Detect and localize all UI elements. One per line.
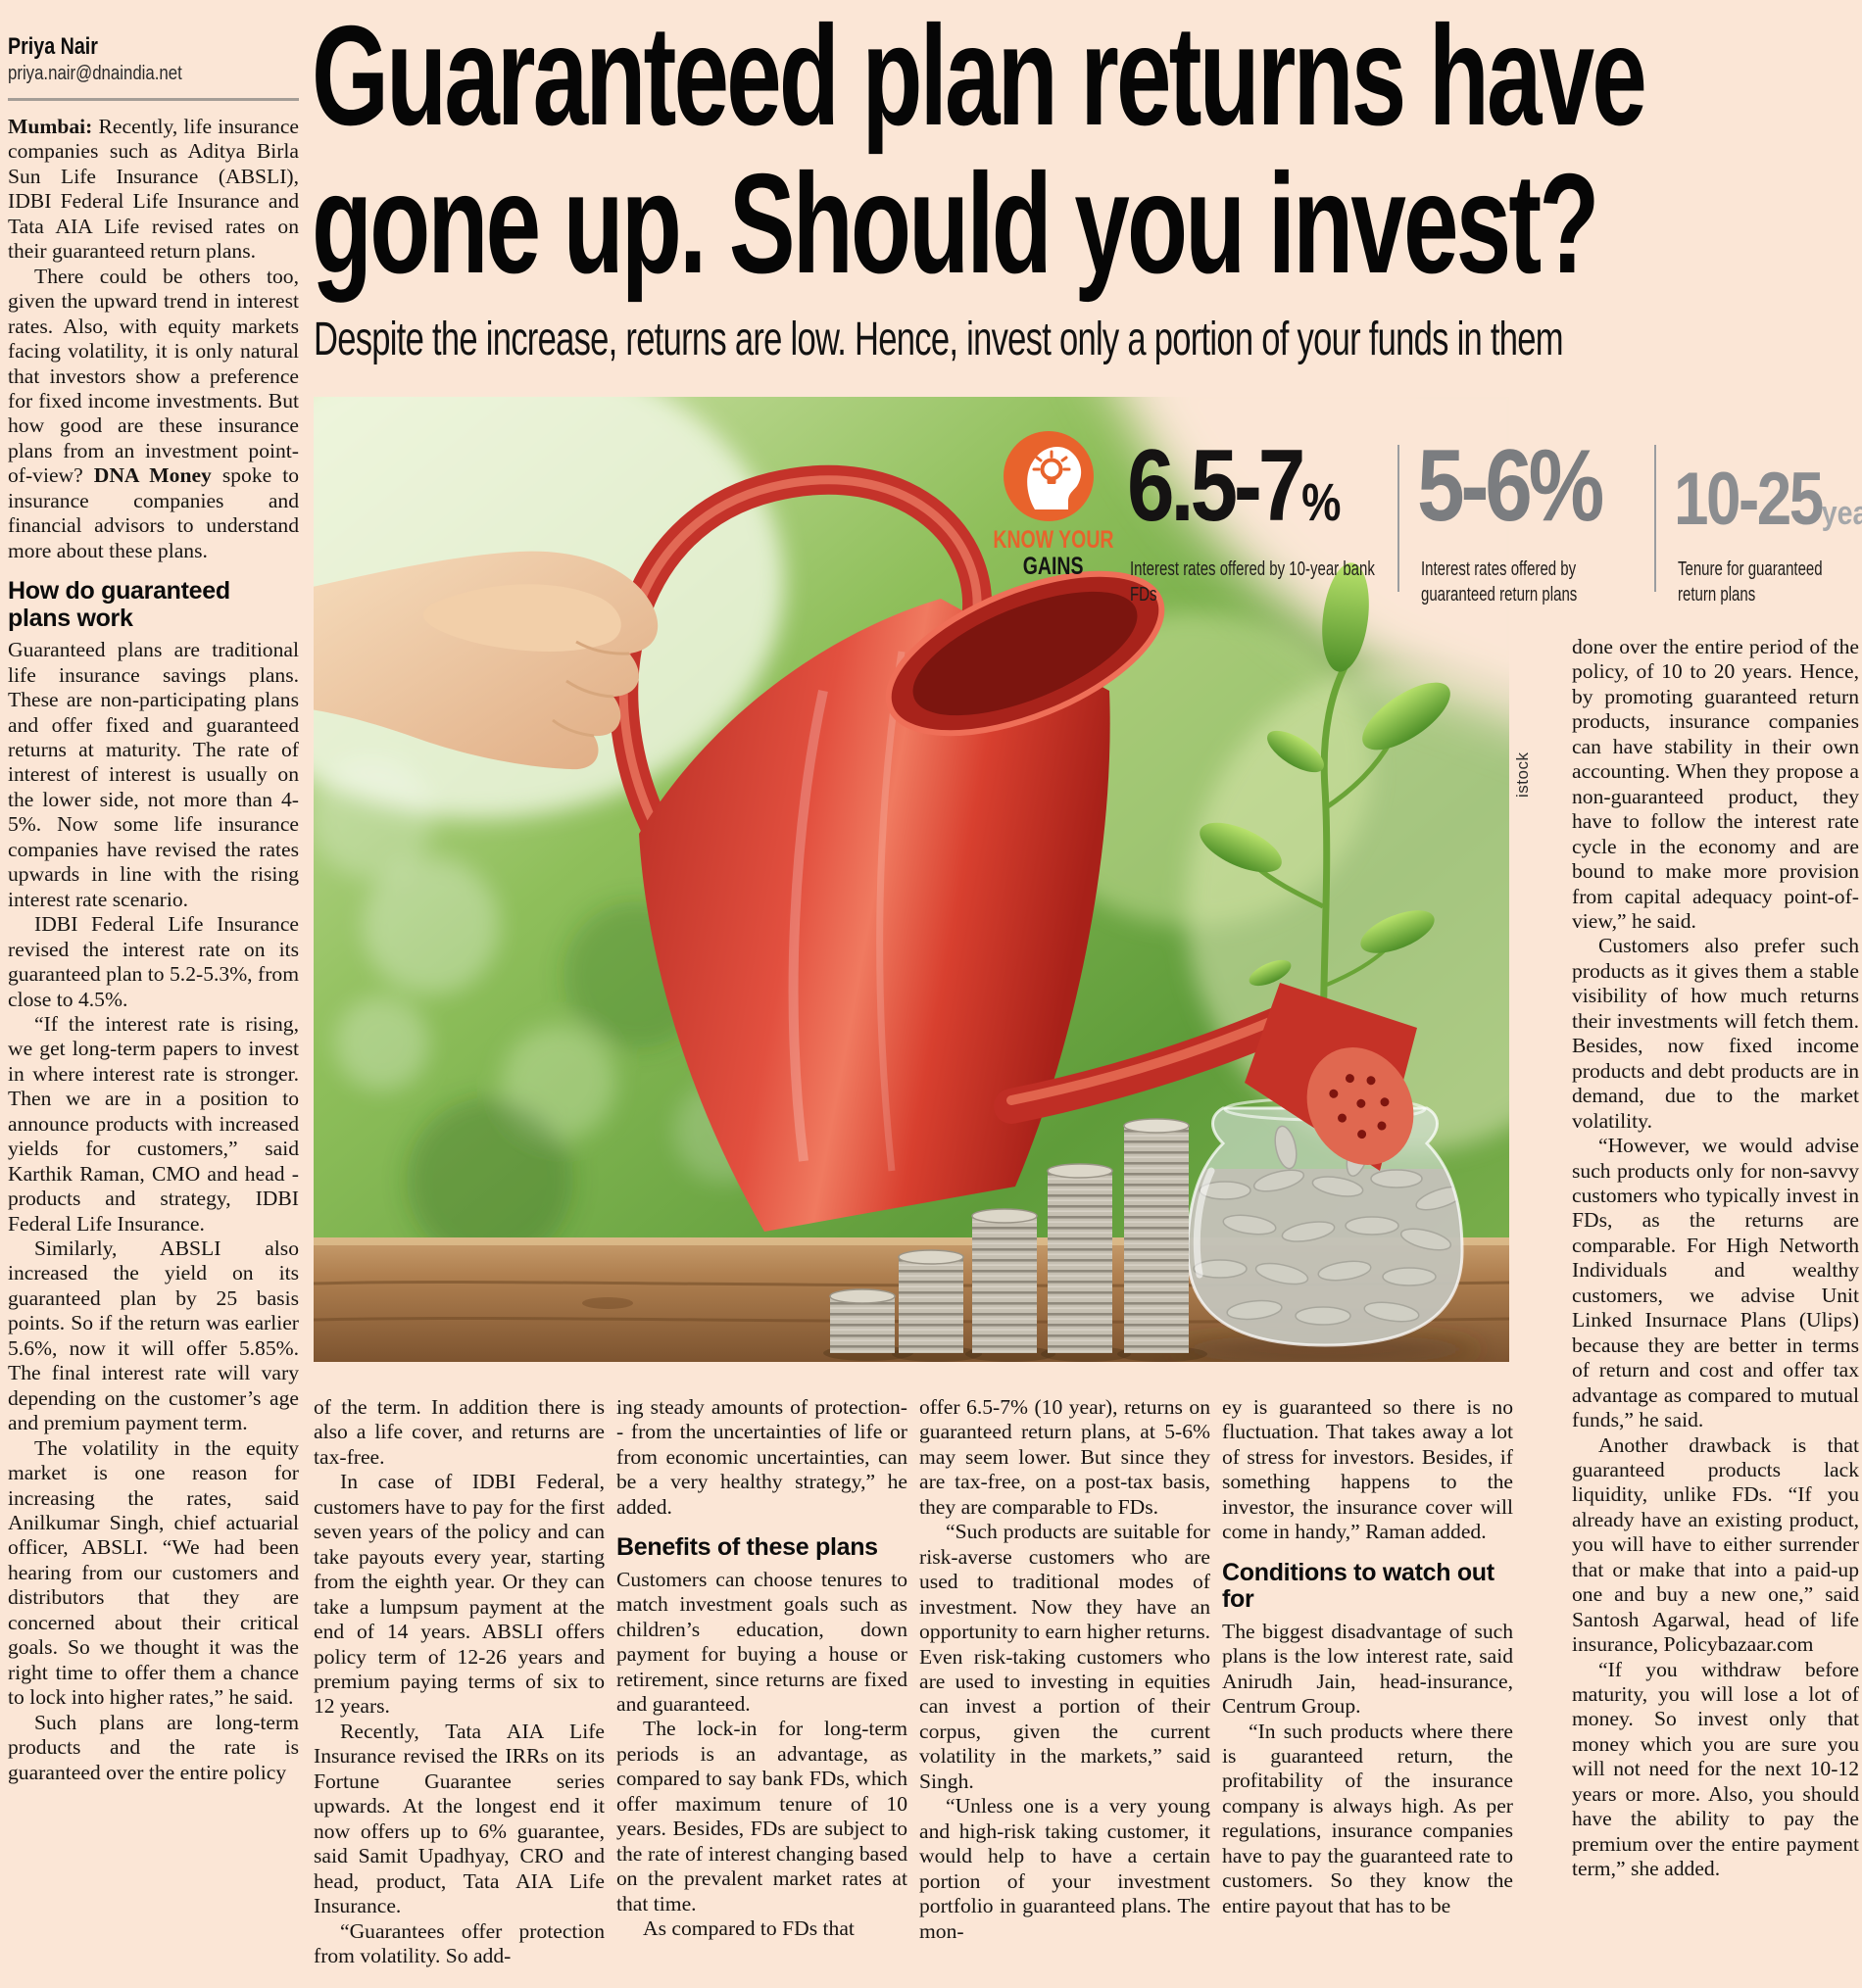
paragraph: “In such products where there is guarant… — [1222, 1719, 1513, 1917]
stat-bank-fd-rate: 6.5-7% — [1127, 429, 1341, 543]
paragraph: “If you withdraw before maturity, you wi… — [1572, 1657, 1859, 1881]
paragraph: Mumbai: Recently, life insurance compani… — [8, 115, 299, 264]
stat-bank-fd-caption: Interest rates offered by 10-year bank F… — [1130, 558, 1375, 606]
column-6: done over the entire period of the polic… — [1572, 635, 1859, 1988]
article-photo — [176, 338, 1637, 1364]
paragraph: ing steady amounts of protection-- from … — [616, 1395, 907, 1519]
paragraph: IDBI Federal Life Insurance revised the … — [8, 912, 299, 1011]
stat-divider — [1654, 445, 1656, 592]
section-heading-benefits: Benefits of these plans — [616, 1533, 878, 1562]
paragraph: of the term. In addition there is also a… — [314, 1395, 605, 1469]
dateline: Mumbai: — [8, 115, 93, 138]
paragraph: Similarly, ABSLI also increased the yiel… — [8, 1236, 299, 1435]
watering-can-coins-photo — [176, 338, 1637, 1364]
paragraph: ey is guaranteed so there is no fluctuat… — [1222, 1395, 1513, 1544]
stat-divider — [1397, 445, 1399, 592]
paragraph: “If the interest rate is rising, we get … — [8, 1011, 299, 1236]
paragraph: The volatility in the equity market is o… — [8, 1435, 299, 1710]
coin-jar — [1168, 1096, 1482, 1364]
watering-can — [639, 570, 1417, 1232]
byline-author: Priya Nair — [8, 33, 98, 60]
byline-divider — [8, 98, 299, 101]
byline: Priya Nair priya.nair@dnaindia.net — [8, 33, 299, 86]
know-your-label: KNOW YOUR — [993, 526, 1114, 554]
byline-email: priya.nair@dnaindia.net — [8, 62, 182, 84]
stat-tenure: 10-25years — [1674, 462, 1862, 551]
head-lightbulb-icon — [1004, 431, 1094, 521]
years-suffix: years — [1821, 495, 1862, 532]
column-4: offer 6.5-7% (10 year), returns on guara… — [919, 1395, 1210, 1988]
coin-stacks — [823, 1118, 1207, 1362]
paragraph: “Unless one is a very young and high-ris… — [919, 1794, 1210, 1943]
column-3: ing steady amounts of protection-- from … — [616, 1395, 907, 1988]
stat-guaranteed-plan-rate: 5-6% — [1417, 429, 1604, 543]
subheadline: Despite the increase, returns are low. H… — [314, 314, 1564, 365]
know-your-gains-band: KNOW YOUR GAINS 6.5-7% Interest rates of… — [990, 429, 1862, 615]
paragraph: As compared to FDs that — [643, 1916, 855, 1941]
column-1: Priya Nair priya.nair@dnaindia.net Mumba… — [8, 33, 299, 1988]
paragraph: Another drawback is that guaranteed prod… — [1572, 1432, 1859, 1657]
paragraph: The biggest disadvantage of such plans i… — [1222, 1619, 1513, 1719]
paragraph: In case of IDBI Federal, customers have … — [314, 1470, 605, 1719]
paragraph: Customers also prefer such products as i… — [1572, 934, 1859, 1133]
photo-credit: istock — [1513, 752, 1532, 798]
headline-line-2: gone up. Should you invest? — [312, 144, 1599, 303]
paragraph: Such plans are long-term products and th… — [8, 1710, 299, 1784]
paragraph: offer 6.5-7% (10 year), returns on guara… — [919, 1395, 1210, 1519]
paragraph: Guaranteed plans are traditional life in… — [8, 638, 299, 911]
plant-sprout — [1200, 562, 1450, 1113]
section-heading-how-plans-work: How do guaranteed plans work — [8, 577, 230, 632]
gains-label: GAINS — [1023, 553, 1084, 580]
hand — [304, 551, 659, 770]
publication-name: DNA Money — [93, 463, 212, 488]
section-heading-conditions: Conditions to watch out for — [1222, 1558, 1494, 1614]
percent-sign: % — [1301, 473, 1341, 532]
paragraph: “Such products are suitable for risk-ave… — [919, 1520, 1210, 1793]
column-5: ey is guaranteed so there is no fluctuat… — [1222, 1395, 1513, 1988]
stat-tenure-caption: Tenure for guaranteed return plans — [1678, 558, 1823, 606]
stat-guaranteed-plan-caption: Interest rates offered by guaranteed ret… — [1421, 558, 1578, 606]
headline: Guaranteed plan returns have gone up. Sh… — [312, 2, 1862, 312]
know-your-gains-label: KNOW YOUR GAINS — [956, 527, 1152, 580]
paragraph: The lock-in for long-term periods is an … — [616, 1717, 907, 1915]
paragraph: Recently, Tata AIA Life Insurance revise… — [314, 1719, 605, 1918]
column-2: of the term. In addition there is also a… — [314, 1395, 605, 1988]
paragraph: There could be others too, given the upw… — [8, 264, 299, 562]
paragraph: “Guarantees offer protection from volati… — [314, 1918, 605, 1967]
paragraph: Customers can choose tenures to match in… — [616, 1567, 907, 1717]
headline-line-1: Guaranteed plan returns have — [312, 0, 1647, 155]
paragraph: “However, we would advise such products … — [1572, 1134, 1859, 1432]
paragraph: done over the entire period of the polic… — [1572, 635, 1859, 933]
